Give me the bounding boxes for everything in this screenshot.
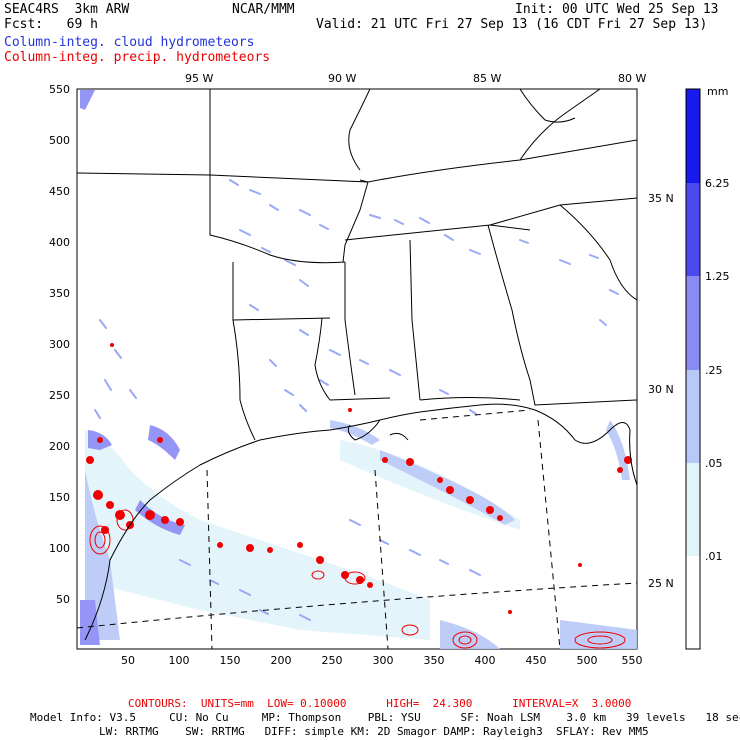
lat-label-25n: 25 N <box>648 577 674 590</box>
colorbar: mm 6.25 1.25 .25 .05 .01 <box>685 85 730 650</box>
colorbar-label: 6.25 <box>705 177 730 190</box>
x-axis: 50 100 150 200 250 300 350 400 450 500 5… <box>121 654 643 667</box>
colorbar-frame <box>685 88 701 650</box>
field-precip-label: Column-integ. precip. hydrometeors <box>4 50 271 65</box>
model-info-line-1: Model Info: V3.5 CU: No Cu MP: Thompson … <box>30 711 740 724</box>
precip-contours <box>89 509 626 649</box>
x-tick-label: 350 <box>424 654 445 667</box>
colorbar-segment <box>686 89 700 183</box>
contours-info: CONTOURS: UNITS=mm LOW= 0.10000 HIGH= 24… <box>128 697 632 710</box>
y-tick-label: 200 <box>49 440 70 453</box>
lon-label-90w: 90 W <box>328 72 356 85</box>
lat-label-30n: 30 N <box>648 383 674 396</box>
y-tick-label: 500 <box>49 134 70 147</box>
x-tick-label: 300 <box>373 654 394 667</box>
org-label: NCAR/MMM <box>232 2 295 17</box>
lon-label-80w: 80 W <box>618 72 646 85</box>
lon-label-95w: 95 W <box>185 72 213 85</box>
cloud-streaks <box>94 179 619 621</box>
field-cloud-label: Column-integ. cloud hydrometeors <box>4 35 255 50</box>
colorbar-segment <box>686 370 700 463</box>
colorbar-segment <box>686 276 700 370</box>
x-tick-label: 150 <box>220 654 241 667</box>
x-tick-label: 500 <box>577 654 598 667</box>
colorbar-label: .05 <box>705 457 723 470</box>
state-boundaries <box>77 89 637 641</box>
init-time: Init: 00 UTC Wed 25 Sep 13 <box>515 2 719 17</box>
y-tick-label: 450 <box>49 185 70 198</box>
valid-time: Valid: 21 UTC Fri 27 Sep 13 (16 CDT Fri … <box>316 17 708 32</box>
forecast-hour: Fcst: 69 h <box>4 17 98 32</box>
y-tick-label: 100 <box>49 542 70 555</box>
x-tick-label: 450 <box>526 654 547 667</box>
colorbar-label: 1.25 <box>705 270 730 283</box>
y-tick-label: 550 <box>49 83 70 96</box>
y-tick-label: 150 <box>49 491 70 504</box>
colorbar-unit: mm <box>707 85 728 98</box>
model-info-line-2: LW: RRTMG SW: RRTMG DIFF: simple KM: 2D … <box>99 725 649 738</box>
y-tick-label: 50 <box>56 593 70 606</box>
x-tick-label: 400 <box>475 654 496 667</box>
x-tick-label: 250 <box>322 654 343 667</box>
lat-label-35n: 35 N <box>648 192 674 205</box>
model-title: SEAC4RS 3km ARW <box>4 2 130 17</box>
colorbar-label: .01 <box>705 550 723 563</box>
lon-label-85w: 85 W <box>473 72 501 85</box>
colorbar-segment <box>686 183 700 276</box>
x-tick-label: 200 <box>271 654 292 667</box>
precip-cells <box>86 343 632 614</box>
x-tick-label: 550 <box>622 654 643 667</box>
y-tick-label: 400 <box>49 236 70 249</box>
y-tick-label: 350 <box>49 287 70 300</box>
colorbar-segment <box>686 556 700 649</box>
map-grid-lines <box>77 409 637 649</box>
x-tick-label: 100 <box>169 654 190 667</box>
colorbar-segment <box>686 463 700 556</box>
y-axis: 550 500 450 400 350 300 250 200 150 100 … <box>49 83 70 606</box>
x-tick-label: 50 <box>121 654 135 667</box>
colorbar-label: .25 <box>705 364 723 377</box>
y-tick-label: 300 <box>49 338 70 351</box>
y-tick-label: 250 <box>49 389 70 402</box>
